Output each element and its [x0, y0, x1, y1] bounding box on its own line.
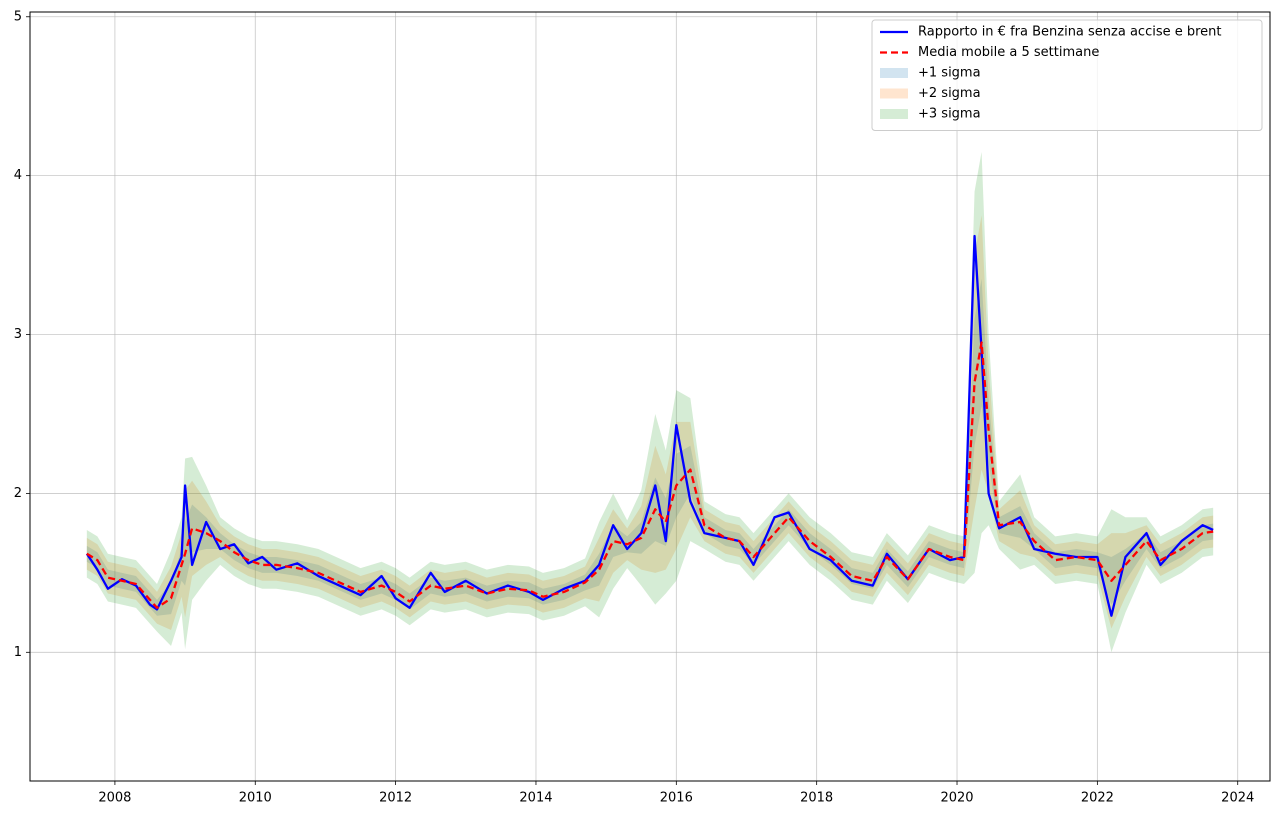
series-line [85, 234, 1214, 617]
legend-label: +1 sigma [918, 66, 981, 81]
plot-area [85, 151, 1214, 653]
x-tick-label: 2014 [519, 791, 552, 806]
y-tick-label: 3 [14, 327, 22, 342]
legend-box [871, 19, 1263, 131]
legend: Rapporto in € fra Benzina senza accise e… [871, 19, 1263, 131]
x-tick-label: 2010 [239, 791, 272, 806]
x-tick-label: 2012 [379, 791, 412, 806]
legend-patch [880, 88, 908, 99]
legend-patch [880, 109, 908, 119]
y-tick-label: 2 [14, 486, 22, 501]
x-tick-label: 2018 [800, 791, 833, 806]
legend-patch [880, 68, 908, 78]
sigma-band [86, 278, 1214, 616]
x-tick-label: 2024 [1221, 791, 1254, 806]
x-tick-label: 2022 [1081, 791, 1114, 806]
y-tick-label: 5 [14, 9, 22, 24]
x-tick-label: 2020 [940, 791, 973, 806]
legend-label: Media mobile a 5 settimane [918, 45, 1099, 60]
legend-label: Rapporto in € fra Benzina senza accise e… [918, 25, 1222, 40]
y-tick-label: 1 [14, 645, 22, 660]
legend-label: +2 sigma [918, 86, 981, 101]
sigma-band [86, 215, 1214, 631]
y-tick-label: 4 [14, 168, 22, 183]
x-tick-label: 2016 [660, 791, 693, 806]
series-line [86, 341, 1214, 609]
x-tick-label: 2008 [98, 791, 131, 806]
sigma-band [86, 151, 1214, 653]
plot-frame [29, 11, 1271, 782]
legend-label: +3 sigma [918, 107, 981, 122]
